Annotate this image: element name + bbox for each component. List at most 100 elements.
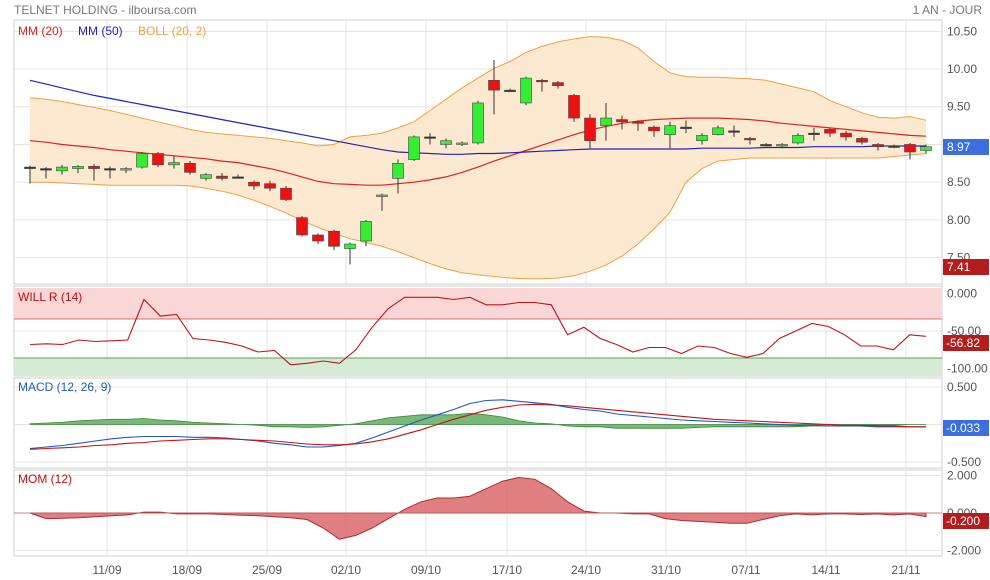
candle-body bbox=[904, 144, 916, 153]
candle-body bbox=[168, 162, 180, 166]
candle bbox=[152, 152, 164, 168]
candle bbox=[904, 142, 916, 160]
candle-body bbox=[696, 135, 708, 141]
bollinger-bands bbox=[29, 36, 927, 280]
candle bbox=[360, 219, 372, 247]
panel-frame bbox=[13, 377, 943, 469]
candle-body bbox=[536, 80, 548, 83]
candle bbox=[776, 142, 788, 149]
candle-body bbox=[104, 168, 116, 171]
candle bbox=[552, 81, 564, 89]
mom-value-badge bbox=[943, 513, 989, 529]
candle bbox=[920, 144, 932, 154]
candle bbox=[728, 125, 740, 137]
candle-body bbox=[552, 82, 564, 86]
candle-body bbox=[24, 166, 36, 169]
willr-series-line bbox=[29, 296, 927, 366]
candle-body bbox=[664, 125, 676, 135]
candle-body bbox=[760, 144, 772, 147]
candle bbox=[760, 142, 772, 147]
willr-axis: 0.000 -50.00 -100.00 bbox=[947, 287, 988, 376]
candle bbox=[456, 141, 468, 146]
candle-body bbox=[40, 168, 52, 171]
y-tick-label: -50.00 bbox=[947, 324, 981, 338]
candle-body bbox=[568, 95, 580, 119]
candle-body bbox=[152, 153, 164, 166]
candle bbox=[344, 242, 356, 265]
candle-body bbox=[616, 119, 628, 123]
candle-body bbox=[440, 140, 452, 145]
candle-body bbox=[136, 153, 148, 168]
candle bbox=[856, 136, 868, 145]
candle bbox=[328, 229, 340, 251]
x-tick-label: 21/11 bbox=[891, 563, 920, 577]
candle bbox=[440, 138, 452, 149]
momentum-panel: MOM (12) 2.0000.000-2.000 -0.200 bbox=[14, 469, 989, 557]
candle-body bbox=[744, 138, 756, 141]
candle-body bbox=[520, 77, 532, 104]
candle-body bbox=[72, 166, 84, 169]
ma20-line bbox=[29, 117, 927, 186]
y-tick-label: 2.000 bbox=[947, 469, 977, 483]
macd-signal-line bbox=[29, 403, 926, 450]
candle bbox=[376, 193, 388, 211]
candle bbox=[712, 125, 724, 136]
candle-body bbox=[776, 144, 788, 147]
candle-body bbox=[56, 166, 68, 172]
candle-body bbox=[328, 230, 340, 247]
candle bbox=[296, 216, 308, 237]
candle bbox=[248, 180, 260, 190]
moving-averages bbox=[29, 79, 927, 186]
candle-body bbox=[488, 80, 500, 91]
candle-body bbox=[184, 163, 196, 173]
candle-body bbox=[472, 102, 484, 144]
willr-value-badge bbox=[943, 335, 989, 351]
candle bbox=[616, 115, 628, 130]
y-tick-label: 0.500 bbox=[947, 380, 977, 394]
candle bbox=[488, 59, 500, 115]
y-tick-label: 10.50 bbox=[947, 24, 977, 38]
candle bbox=[264, 180, 276, 192]
legend-ma20: MM (20) bbox=[18, 24, 63, 38]
candle bbox=[664, 121, 676, 149]
macd-histogram bbox=[29, 412, 926, 429]
candle-body bbox=[232, 176, 244, 179]
mom-title: MOM (12) bbox=[18, 472, 72, 486]
macd-line bbox=[29, 399, 926, 450]
candle bbox=[824, 127, 836, 137]
candle bbox=[632, 120, 644, 131]
x-tick-label: 14/11 bbox=[811, 563, 840, 577]
last-price-badge bbox=[943, 139, 989, 155]
candle-body bbox=[280, 187, 292, 200]
mom-value: -0.200 bbox=[946, 514, 980, 528]
y-tick-label: 9.50 bbox=[947, 100, 971, 114]
candle bbox=[136, 152, 148, 169]
candle-body bbox=[216, 175, 228, 179]
x-tick-label: 25/09 bbox=[252, 563, 282, 577]
y-tick-label: 8.50 bbox=[947, 175, 971, 189]
last-price-value: 8.97 bbox=[947, 140, 971, 154]
y-tick-label: -0.500 bbox=[947, 455, 981, 469]
candle-body bbox=[728, 130, 740, 133]
candle-body bbox=[200, 174, 212, 179]
low-price-value: 7.41 bbox=[947, 260, 971, 274]
legend-boll: BOLL (20, 2) bbox=[138, 24, 206, 38]
candle bbox=[184, 161, 196, 175]
x-tick-label: 24/10 bbox=[571, 563, 601, 577]
candle-body bbox=[408, 136, 420, 160]
bollinger-band-area bbox=[30, 36, 926, 279]
x-tick-label: 17/10 bbox=[492, 563, 522, 577]
candle bbox=[104, 166, 116, 179]
candle bbox=[504, 88, 516, 92]
candle bbox=[584, 114, 596, 149]
candle bbox=[696, 133, 708, 145]
candle bbox=[392, 159, 404, 194]
candle-body bbox=[632, 121, 644, 124]
date-axis: 11/09 18/09 25/09 02/10 09/10 17/10 24/10 31/10… bbox=[92, 563, 920, 577]
candle-body bbox=[392, 163, 404, 179]
period-label[interactable]: 1 AN - JOUR bbox=[913, 3, 983, 17]
candle-body bbox=[376, 194, 388, 197]
panel-frame bbox=[13, 19, 943, 285]
candle-body bbox=[808, 132, 820, 135]
